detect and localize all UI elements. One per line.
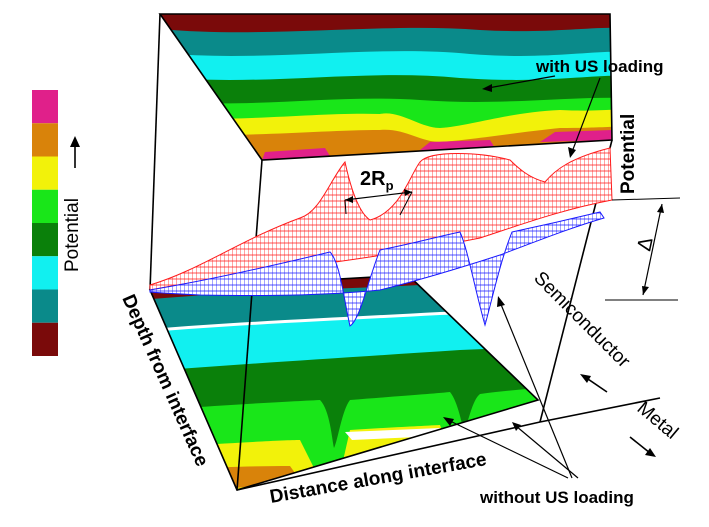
- legend-swatch: [32, 90, 58, 124]
- semiconductor-label: Semiconductor: [529, 268, 634, 373]
- arrow-down-right-icon: [629, 436, 656, 457]
- legend-swatch: [32, 156, 58, 190]
- arrow-up-left-icon: [580, 374, 608, 393]
- legend-swatch: [32, 322, 58, 356]
- metal-label: Metal: [633, 398, 682, 444]
- arrow-up-icon: [70, 136, 80, 168]
- blue-mesh-surface: [149, 211, 605, 327]
- with-us-label: with US loading: [535, 57, 664, 76]
- top-contour-plane: [160, 14, 612, 160]
- potential-axis-label: Potential: [618, 114, 639, 194]
- color-legend: [32, 90, 58, 356]
- two-rp-dimension: 2Rp: [344, 168, 413, 216]
- legend-swatch: [32, 256, 58, 290]
- red-mesh-surface: [149, 147, 613, 291]
- with-us-arrows: [482, 75, 601, 158]
- legend-swatch: [32, 289, 58, 323]
- legend-swatch: [32, 223, 58, 257]
- without-us-label: without US loading: [479, 488, 634, 507]
- legend-swatch: [32, 123, 58, 157]
- delta-label: Δ: [633, 235, 657, 253]
- two-rp-label: 2Rp: [360, 168, 394, 193]
- legend-potential-label: Potential: [62, 198, 83, 272]
- legend-swatch: [32, 189, 58, 223]
- delta-dimension: Δ: [605, 197, 681, 301]
- without-us-arrows: [443, 296, 579, 479]
